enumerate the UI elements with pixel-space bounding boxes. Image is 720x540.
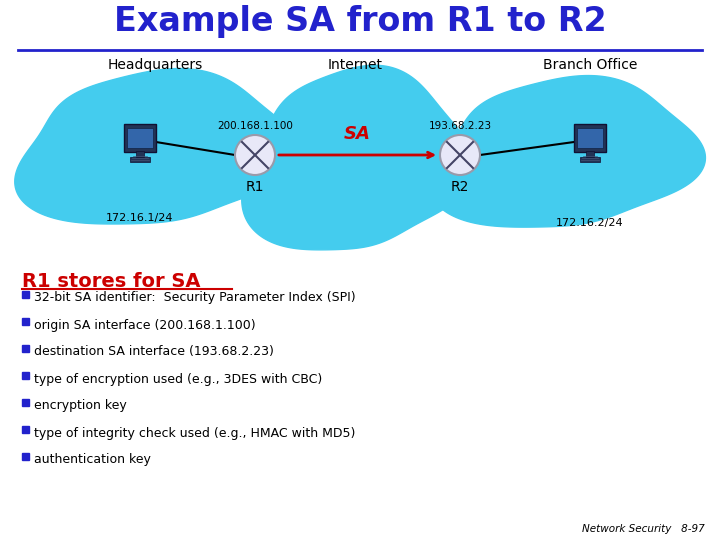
Text: type of integrity check used (e.g., HMAC with MD5): type of integrity check used (e.g., HMAC… bbox=[34, 427, 356, 440]
Text: 32-bit SA identifier:  Security Parameter Index (SPI): 32-bit SA identifier: Security Parameter… bbox=[34, 292, 356, 305]
Polygon shape bbox=[15, 69, 301, 224]
Text: Internet: Internet bbox=[328, 58, 382, 72]
Bar bbox=[124, 124, 156, 152]
Text: SA: SA bbox=[344, 125, 371, 143]
Text: 193.68.2.23: 193.68.2.23 bbox=[428, 121, 492, 131]
Text: 172.16.2/24: 172.16.2/24 bbox=[556, 218, 624, 228]
Bar bbox=[586, 151, 594, 157]
Bar bbox=[574, 124, 606, 152]
Text: Network Security   8-97: Network Security 8-97 bbox=[582, 524, 705, 534]
Bar bbox=[22, 453, 29, 460]
Polygon shape bbox=[430, 76, 706, 227]
Text: R2: R2 bbox=[451, 180, 469, 194]
Text: encryption key: encryption key bbox=[34, 400, 127, 413]
Text: 200.168.1.100: 200.168.1.100 bbox=[217, 121, 293, 131]
Text: destination SA interface (193.68.2.23): destination SA interface (193.68.2.23) bbox=[34, 346, 274, 359]
Circle shape bbox=[440, 135, 480, 175]
Bar bbox=[136, 151, 144, 157]
Bar bbox=[22, 399, 29, 406]
Text: R1: R1 bbox=[246, 180, 264, 194]
Text: origin SA interface (200.168.1.100): origin SA interface (200.168.1.100) bbox=[34, 319, 256, 332]
Bar bbox=[577, 128, 603, 148]
Bar bbox=[22, 372, 29, 379]
Bar bbox=[22, 291, 29, 298]
Text: authentication key: authentication key bbox=[34, 454, 151, 467]
Text: Branch Office: Branch Office bbox=[543, 58, 637, 72]
Bar bbox=[127, 128, 153, 148]
Circle shape bbox=[235, 135, 275, 175]
Text: type of encryption used (e.g., 3DES with CBC): type of encryption used (e.g., 3DES with… bbox=[34, 373, 323, 386]
Text: Headquarters: Headquarters bbox=[107, 58, 202, 72]
Bar bbox=[580, 157, 600, 162]
Text: 172.16.1/24: 172.16.1/24 bbox=[107, 213, 174, 223]
Bar bbox=[22, 426, 29, 433]
Text: R1 stores for SA: R1 stores for SA bbox=[22, 272, 200, 291]
Bar bbox=[130, 157, 150, 162]
Text: Example SA from R1 to R2: Example SA from R1 to R2 bbox=[114, 5, 606, 38]
Bar bbox=[22, 318, 29, 325]
Polygon shape bbox=[242, 65, 473, 250]
Bar bbox=[22, 345, 29, 352]
